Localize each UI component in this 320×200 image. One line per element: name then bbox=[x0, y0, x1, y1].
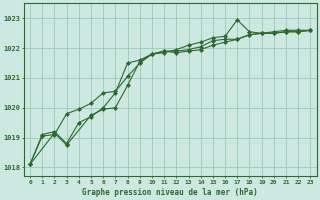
X-axis label: Graphe pression niveau de la mer (hPa): Graphe pression niveau de la mer (hPa) bbox=[82, 188, 258, 197]
